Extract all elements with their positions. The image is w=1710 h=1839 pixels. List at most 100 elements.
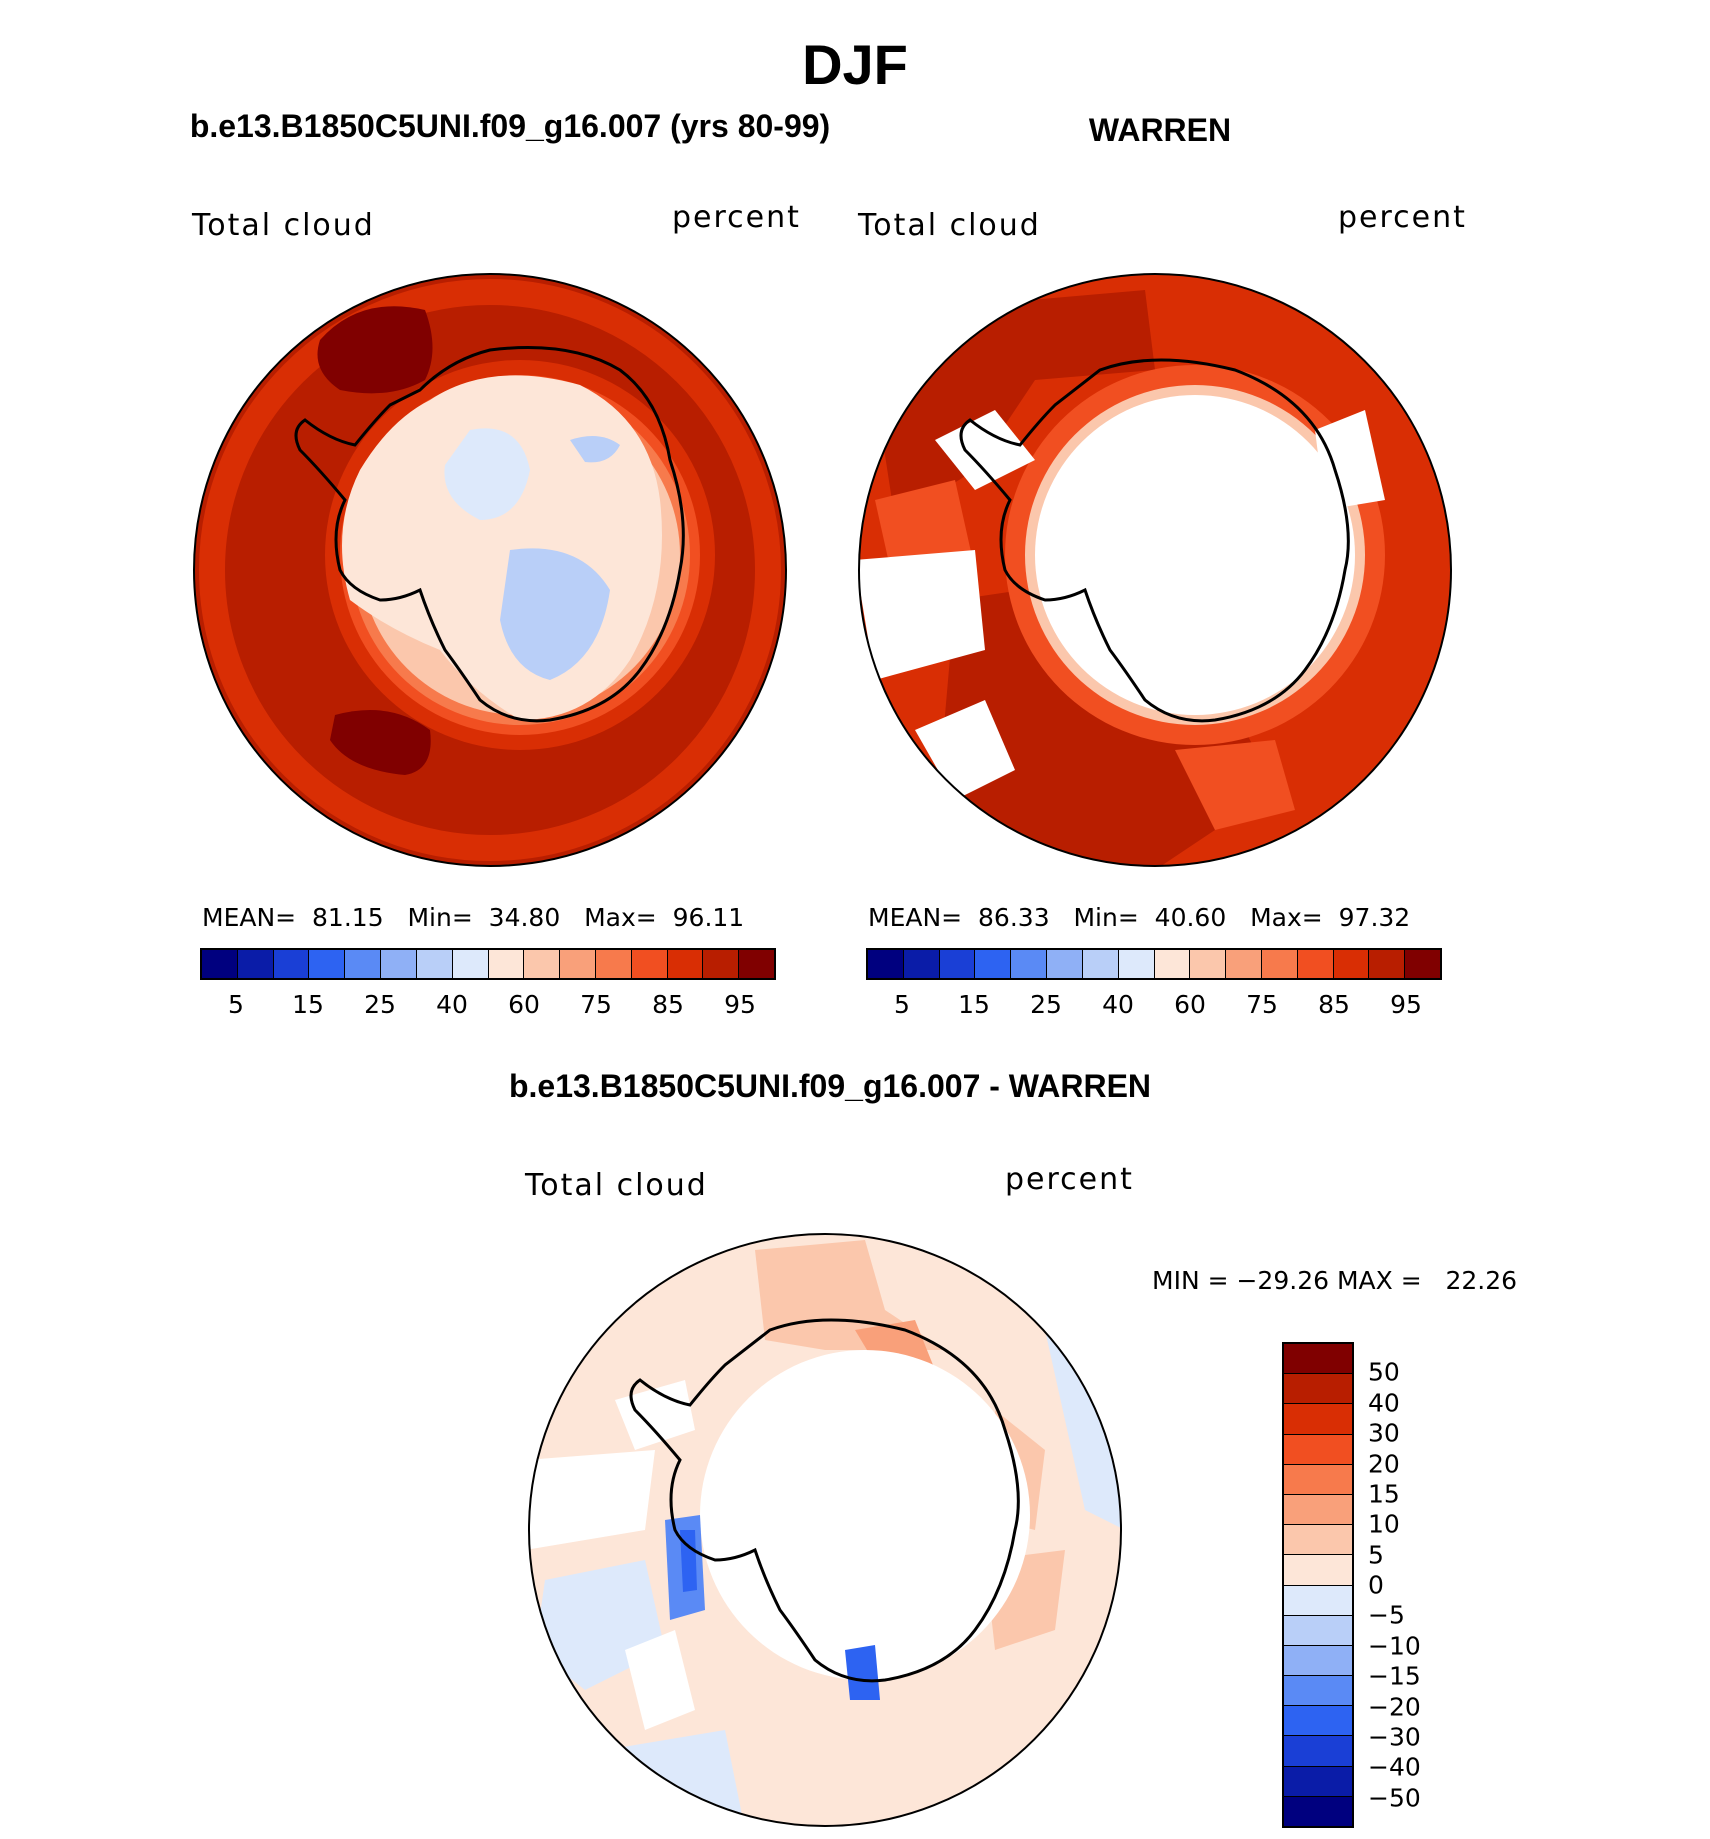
difference-map-coastline (629, 1318, 1020, 1683)
colorbar-swatch (381, 950, 417, 978)
colorbar-swatch (1284, 1525, 1352, 1556)
colorbar-tick-label: 0 (1368, 1570, 1384, 1600)
left-mean-label: MEAN= (202, 903, 297, 932)
colorbar-tick-label: 25 (1030, 990, 1062, 1019)
difference-map (528, 1233, 1122, 1827)
right-min-label: Min= (1073, 903, 1139, 932)
right-variable-label: Total cloud (858, 208, 1041, 243)
colorbar-tick-label: 5 (228, 990, 244, 1019)
right-map-missing-2 (915, 700, 1015, 800)
colorbar-swatch (1284, 1615, 1352, 1646)
colorbar-tick-label: 60 (1174, 990, 1206, 1019)
colorbar-swatch (1284, 1374, 1352, 1405)
left-map-border (193, 273, 787, 867)
colorbar-swatch (345, 950, 382, 978)
colorbar-tick-label: −5 (1368, 1600, 1405, 1630)
colorbar-tick-label: 40 (436, 990, 468, 1019)
colorbar-swatch (560, 950, 596, 978)
left-min-value: 34.80 (488, 903, 561, 932)
colorbar-swatch (868, 950, 904, 978)
colorbar-swatch (1154, 950, 1191, 978)
right-map-missing-1 (859, 550, 985, 680)
right-colorbar-ticks: 5 15 25 40 60 75 85 95 (866, 990, 1442, 1020)
left-map-max-region-2 (330, 710, 431, 775)
colorbar-swatch (273, 950, 310, 978)
colorbar-swatch (903, 950, 940, 978)
colorbar-swatch (1047, 950, 1083, 978)
colorbar-swatch (739, 950, 774, 978)
colorbar-tick-label: 15 (292, 990, 324, 1019)
colorbar-swatch (1118, 950, 1155, 978)
colorbar-tick-label: −40 (1368, 1752, 1421, 1782)
left-map (193, 273, 787, 867)
main-title: DJF (802, 33, 908, 96)
difference-map-missing-interior (700, 1350, 1030, 1680)
colorbar-swatch (1284, 1555, 1352, 1586)
left-map-min-region (500, 548, 610, 680)
colorbar-swatch (703, 950, 740, 978)
right-map-coastline (959, 358, 1350, 723)
colorbar-tick-label: 15 (1368, 1479, 1400, 1509)
colorbar-swatch (1190, 950, 1227, 978)
right-units-label: percent (1338, 200, 1467, 235)
colorbar-tick-label: −50 (1368, 1783, 1421, 1813)
colorbar-swatch (1284, 1344, 1352, 1375)
difference-map-border (528, 1233, 1122, 1827)
colorbar-swatch (1284, 1766, 1352, 1797)
colorbar-swatch (416, 950, 453, 978)
colorbar-swatch (309, 950, 346, 978)
colorbar-swatch (975, 950, 1012, 978)
colorbar-tick-label: 60 (508, 990, 540, 1019)
colorbar-swatch (1284, 1434, 1352, 1465)
left-map-outer-band (199, 279, 781, 861)
colorbar-swatch (1369, 950, 1406, 978)
difference-map-missing-1 (529, 1450, 655, 1550)
bottom-panel-title: b.e13.B1850C5UNI.f09_g16.007 - WARREN (508, 1068, 1152, 1104)
colorbar-swatch (1297, 950, 1334, 978)
right-mean-value: 86.33 (978, 903, 1050, 932)
colorbar-swatch (1284, 1585, 1352, 1616)
colorbar-tick-label: 85 (1318, 990, 1350, 1019)
colorbar-swatch (488, 950, 525, 978)
colorbar-tick-label: 95 (1390, 990, 1422, 1019)
left-map-coastline (294, 346, 685, 723)
colorbar-tick-label: 15 (958, 990, 990, 1019)
right-map-missing-3 (935, 410, 1035, 490)
colorbar-swatch (524, 950, 561, 978)
right-max-value: 97.32 (1338, 903, 1411, 932)
colorbar-swatch (452, 950, 489, 978)
colorbar-tick-label: −10 (1368, 1631, 1421, 1661)
colorbar-swatch (939, 950, 976, 978)
left-mean-value: 81.15 (312, 903, 384, 932)
colorbar-swatch (1284, 1706, 1352, 1737)
left-stats: MEAN= 81.15 Min= 34.80 Max= 96.11 (202, 903, 744, 932)
colorbar-swatch (1284, 1676, 1352, 1707)
left-map-low-region (444, 428, 530, 520)
right-map-missing-4 (1315, 410, 1385, 510)
colorbar-tick-label: 95 (724, 990, 756, 1019)
colorbar-swatch (595, 950, 632, 978)
colorbar-swatch (202, 950, 238, 978)
right-panel-title: WARREN (1088, 112, 1232, 148)
difference-map-missing-2 (625, 1630, 695, 1730)
colorbar-swatch (1284, 1464, 1352, 1495)
colorbar-tick-label: 20 (1368, 1449, 1400, 1478)
colorbar-tick-label: 10 (1368, 1509, 1400, 1539)
left-map-max-region (317, 306, 433, 394)
left-variable-label: Total cloud (192, 208, 375, 243)
colorbar-tick-label: 25 (364, 990, 396, 1019)
colorbar-tick-label: 5 (894, 990, 910, 1019)
colorbar-tick-label: 50 (1368, 1357, 1400, 1387)
difference-colorbar-ticks: 50 40 30 20 15 10 5 0 −5 −10 −15 −20 −30 −40 −50 (1368, 1342, 1448, 1828)
colorbar-swatch (1284, 1404, 1352, 1435)
left-colorbar-ticks: 5 15 25 40 60 75 85 95 (200, 990, 776, 1020)
colorbar-swatch (1405, 950, 1440, 978)
right-mean-label: MEAN= (868, 903, 963, 932)
bottom-variable-label: Total cloud (525, 1168, 708, 1203)
right-stats: MEAN= 86.33 Min= 40.60 Max= 97.32 (868, 903, 1410, 932)
right-map-missing-interior (1035, 395, 1355, 715)
colorbar-swatch (1261, 950, 1298, 978)
right-map (858, 273, 1452, 867)
colorbar-swatch (1226, 950, 1262, 978)
right-colorbar (866, 948, 1442, 980)
